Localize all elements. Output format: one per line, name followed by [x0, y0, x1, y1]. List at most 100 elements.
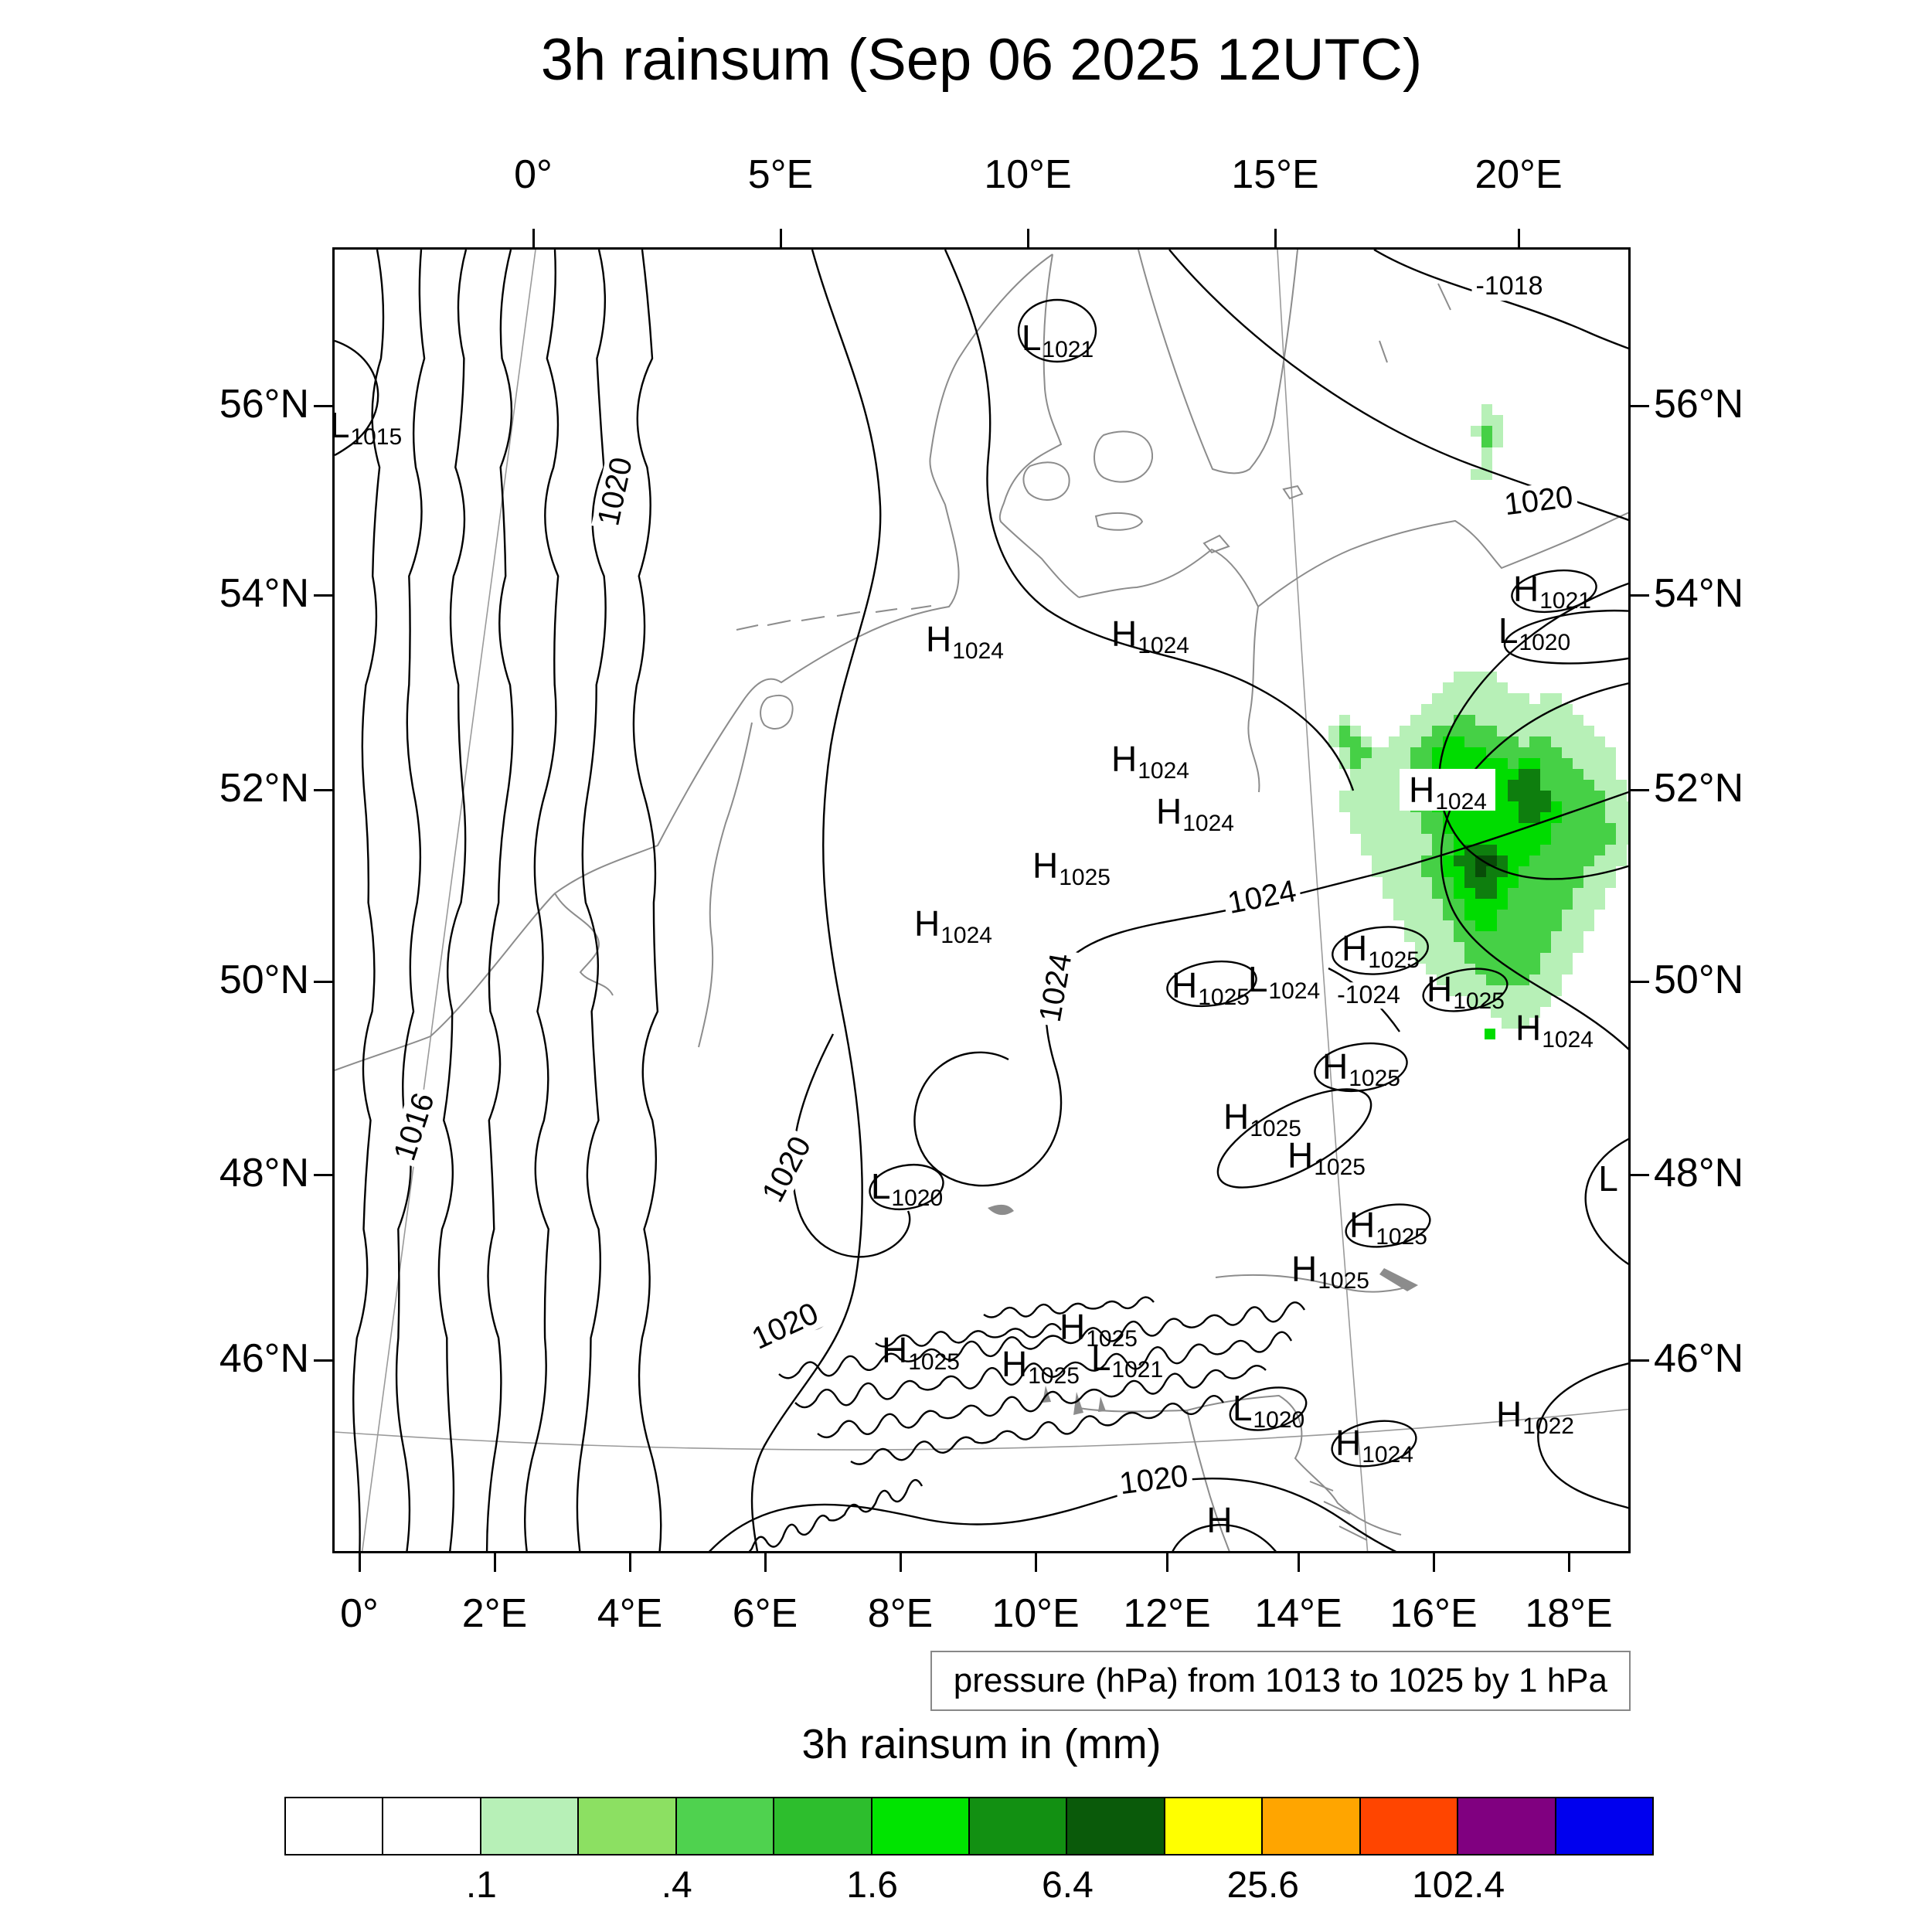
rain-cell: [1508, 780, 1540, 791]
bottom-axis-label: 14°E: [1254, 1591, 1342, 1636]
colorbar-cell: [284, 1797, 384, 1855]
isobar-contour: [1440, 682, 1628, 1050]
rain-cell: [1491, 1007, 1540, 1018]
pressure-center-l1021: L1021: [1021, 318, 1094, 362]
rain-cell: [1481, 415, 1503, 426]
isobar-contour: [1503, 610, 1628, 665]
rain-cell: [1432, 758, 1508, 769]
axis-tick-bottom: [1567, 1553, 1570, 1572]
pressure-letter: L: [1232, 1388, 1253, 1429]
pressure-center-h1025: H1025: [1002, 1346, 1080, 1388]
pressure-letter: L: [1021, 318, 1042, 359]
pressure-letter: H: [1060, 1307, 1086, 1348]
coastline: [1094, 512, 1144, 531]
colorbar-cell: [773, 1797, 872, 1855]
axis-tick-bottom: [899, 1553, 902, 1572]
pressure-value: 1025: [1453, 988, 1505, 1015]
rain-cell: [1475, 920, 1497, 931]
rain-cell: [1502, 1018, 1529, 1029]
isobar-closed-loop: [1166, 960, 1257, 1008]
coastline: [1309, 1481, 1368, 1541]
rain-cell: [1475, 855, 1497, 866]
isobar-contour: [437, 250, 468, 1551]
isobar-contour: [748, 1478, 923, 1551]
left-axis-label: 52°N: [219, 766, 309, 811]
bottom-axis-label: 8°E: [867, 1591, 934, 1636]
colorbar-tick-label: 6.4: [1042, 1865, 1094, 1906]
rain-cell: [1519, 758, 1540, 769]
colorbar-tick-label: 1.6: [846, 1865, 898, 1906]
rain-cell: [1464, 910, 1497, 920]
pressure-center-h1024: H1024: [914, 906, 992, 947]
top-axis-label: 20°E: [1475, 152, 1563, 197]
pressure-value: 1024: [1542, 1027, 1594, 1053]
pressure-letter: H: [882, 1330, 908, 1371]
map-plot-area: 1020 -1018 1020 1016 1024 1024 -1024 1020 1020 10…: [332, 247, 1631, 1553]
left-axis-label: 50°N: [219, 957, 309, 1002]
isobar-closed-loop: [1511, 569, 1597, 614]
pressure-center-h1025: H1025: [882, 1330, 960, 1374]
contour-label: -1018: [1471, 272, 1547, 301]
rain-cell: [1481, 458, 1492, 469]
isobar-contour: [944, 250, 1355, 791]
rain-cell: [1443, 736, 1464, 747]
pressure-letter: L: [1498, 611, 1519, 651]
axis-tick-bottom: [1165, 1553, 1168, 1572]
rain-cell: [1339, 726, 1350, 736]
bottom-axis-label: 0°: [340, 1591, 379, 1636]
right-axis-label: 56°N: [1654, 382, 1744, 427]
pressure-center-h: H: [1206, 1502, 1232, 1538]
coastline: [335, 253, 1053, 1071]
pressure-value: 1024: [1182, 811, 1234, 837]
pressure-letter: H: [1349, 1205, 1376, 1246]
rain-cell: [1443, 823, 1551, 834]
isobar-closed-loop: [1345, 1203, 1431, 1248]
legend-title: 3h rainsum in (mm): [801, 1721, 1162, 1767]
rain-cell: [1339, 736, 1361, 747]
pressure-letter: H: [1111, 739, 1138, 780]
rain-cell: [1454, 834, 1551, 845]
bottom-axis-label: 2°E: [461, 1591, 528, 1636]
isobar-closed-loop: [1229, 1386, 1308, 1431]
right-axis-label: 52°N: [1654, 766, 1744, 811]
axis-tick-bottom: [358, 1553, 361, 1572]
pressure-center-l1020: L1020: [871, 1168, 943, 1210]
pressure-value: 1024: [952, 638, 1004, 665]
pressure-value: 1021: [1042, 337, 1094, 363]
colorbar-tick-label: 25.6: [1226, 1865, 1299, 1906]
axis-tick-right: [1631, 1359, 1649, 1362]
axis-tick-right: [1631, 1173, 1649, 1176]
rain-cell: [1481, 447, 1492, 458]
bottom-axis-label: 16°E: [1389, 1591, 1478, 1636]
pressure-center-h1025: H1025: [1427, 971, 1505, 1013]
axis-tick-bottom: [1432, 1553, 1435, 1572]
pressure-value: 1024: [940, 923, 992, 949]
lake-shape: [1073, 1392, 1083, 1415]
coastline: [998, 253, 1080, 598]
pressure-value: 1020: [891, 1185, 944, 1212]
pressure-center-h1025: H1025: [1060, 1307, 1138, 1351]
isobar-contour: [983, 1296, 1155, 1318]
rain-cell: [1410, 715, 1583, 726]
pressure-value: 1025: [1198, 985, 1250, 1011]
axis-tick-left: [314, 1359, 332, 1362]
rain-cell: [1471, 469, 1492, 480]
pressure-center-h1024: H1024: [1111, 616, 1189, 658]
rain-cell: [1464, 953, 1540, 964]
rain-cell: [1508, 791, 1551, 801]
isobar-closed-loop: [1216, 1088, 1372, 1189]
coastline: [1282, 485, 1304, 500]
coastline: [1215, 1274, 1414, 1293]
pressure-letter: H: [1342, 928, 1368, 969]
pressure-value: 1025: [1028, 1363, 1080, 1389]
pressure-center-h1021: H1021: [1513, 571, 1591, 613]
map-canvas: [335, 250, 1628, 1551]
rain-cell: [1454, 920, 1562, 931]
pressure-letter: H: [1409, 769, 1435, 810]
colorbar-cell: [1066, 1797, 1165, 1855]
pressure-center-l1015: L1015: [335, 407, 402, 449]
rain-cell: [1350, 747, 1372, 758]
isobar-contour: [750, 250, 882, 1551]
isobar-contour: [1537, 1362, 1628, 1509]
